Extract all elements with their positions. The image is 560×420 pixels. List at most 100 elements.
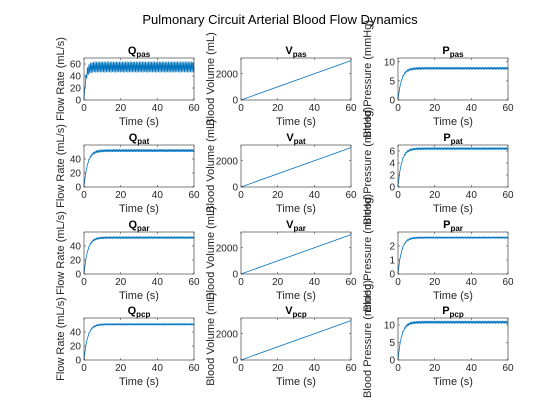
y-tick-label: 2 [389,171,395,182]
series-line-v-pcp [240,320,352,361]
y-tick-label: 0 [389,356,395,367]
series-line-p-pas [397,66,509,101]
x-tick-label: 40 [466,103,478,114]
x-axis-label: Time (s) [119,290,159,302]
x-tick-label: 40 [152,103,164,114]
y-axis-label: Blood Volume (mL) [205,32,217,126]
x-tick-label: 20 [115,277,127,288]
y-tick-label: 5 [389,338,395,349]
axes-box [83,231,195,275]
subplot-title-main: Q [128,305,137,317]
x-axis-label: Time (s) [119,376,159,388]
x-tick-label: 40 [152,363,164,374]
axes-box [83,57,195,101]
subplot-title: Qpcp [128,305,151,319]
x-tick-label: 0 [81,277,87,288]
figure-title: Pulmonary Circuit Arterial Blood Flow Dy… [142,12,418,27]
x-tick-label: 20 [429,103,441,114]
y-axis-label: Blood Pressure (mmHg) [362,194,374,312]
y-tick-label: 0 [75,270,81,281]
axes-box [83,317,195,361]
series-line-q-pat [83,149,195,188]
subplot-title: Ppat [443,132,463,146]
axes-box [397,57,509,101]
subplot-title-sub: pcp [450,310,464,319]
subplot-q-pat: 0 20 40 60 0 20 40 Qpat Time (s) Flow Rate (mL/s) [55,124,200,215]
y-tick-label: 40 [70,72,82,83]
x-axis-label: Time (s) [119,116,159,128]
x-tick-label: 0 [238,277,244,288]
y-tick-label: 5 [389,76,395,87]
series-line-p-pat [397,147,509,188]
y-axis-label: Blood Volume (mL) [205,119,217,213]
subplot-title: Qpar [128,219,149,233]
x-tick-label: 0 [238,190,244,201]
x-tick-label: 40 [309,277,321,288]
x-tick-label: 20 [272,190,284,201]
x-tick-label: 40 [309,190,321,201]
x-tick-label: 0 [238,363,244,374]
subplot-title-sub: pas [136,50,150,59]
x-tick-label: 0 [395,103,401,114]
y-tick-label: 20 [70,256,82,267]
subplot-title-main: V [285,305,293,317]
x-tick-label: 40 [466,363,478,374]
x-tick-label: 20 [429,190,441,201]
x-tick-label: 40 [309,363,321,374]
axes-box [240,231,352,275]
subplot-q-par: 0 20 40 60 0 20 40 Qpar Time (s) Flow Rate (mL/s) [55,211,200,302]
y-tick-label: 0 [232,270,238,281]
x-tick-label: 60 [188,103,200,114]
y-tick-label: 0 [389,183,395,194]
x-axis-label: Time (s) [276,116,316,128]
subplot-title-main: P [442,305,449,317]
x-tick-label: 60 [188,190,200,201]
x-tick-label: 60 [502,190,514,201]
series-line-q-pas [83,60,195,101]
x-tick-label: 40 [466,190,478,201]
subplot-title-sub: pcp [136,310,150,319]
y-tick-label: 0 [389,96,395,107]
x-tick-label: 0 [238,103,244,114]
x-tick-label: 20 [272,277,284,288]
subplot-title-sub: par [137,224,149,233]
y-tick-label: 10 [384,57,396,68]
y-axis-label: Flow Rate (mL/s) [55,297,67,381]
y-tick-label: 6 [389,147,395,158]
axes-box [397,144,509,188]
x-axis-label: Time (s) [433,290,473,302]
subplot-title-main: Q [129,132,138,144]
y-tick-label: 0 [75,356,81,367]
y-axis-label: Flow Rate (mL/s) [55,37,67,121]
y-tick-label: 20 [70,84,82,95]
y-tick-label: 2000 [216,329,239,340]
axes-box [83,144,195,188]
x-tick-label: 60 [502,103,514,114]
y-tick-label: 0 [389,270,395,281]
series-line-q-par [83,236,195,275]
subplot-title-sub: pat [451,137,463,146]
y-tick-label: 40 [70,328,82,339]
subplot-title-main: V [286,132,294,144]
y-tick-label: 60 [70,60,82,71]
series-line-v-pat [240,147,352,188]
x-tick-label: 0 [81,103,87,114]
y-axis-label: Blood Pressure (mmHg) [362,107,374,225]
x-axis-label: Time (s) [433,116,473,128]
y-tick-label: 10 [384,321,396,332]
subplot-title: Ppar [443,219,463,233]
subplot-title: Qpas [128,45,151,59]
y-axis-label: Blood Volume (mL) [205,206,217,300]
x-axis-label: Time (s) [276,290,316,302]
x-tick-label: 60 [502,363,514,374]
y-tick-label: 2000 [216,156,239,167]
y-tick-label: 20 [70,342,82,353]
x-axis-label: Time (s) [433,203,473,215]
y-tick-label: 4 [389,159,395,170]
subplot-title-sub: pat [137,137,149,146]
subplot-title: Ppcp [442,305,464,319]
subplot-title: Vpat [286,132,306,146]
